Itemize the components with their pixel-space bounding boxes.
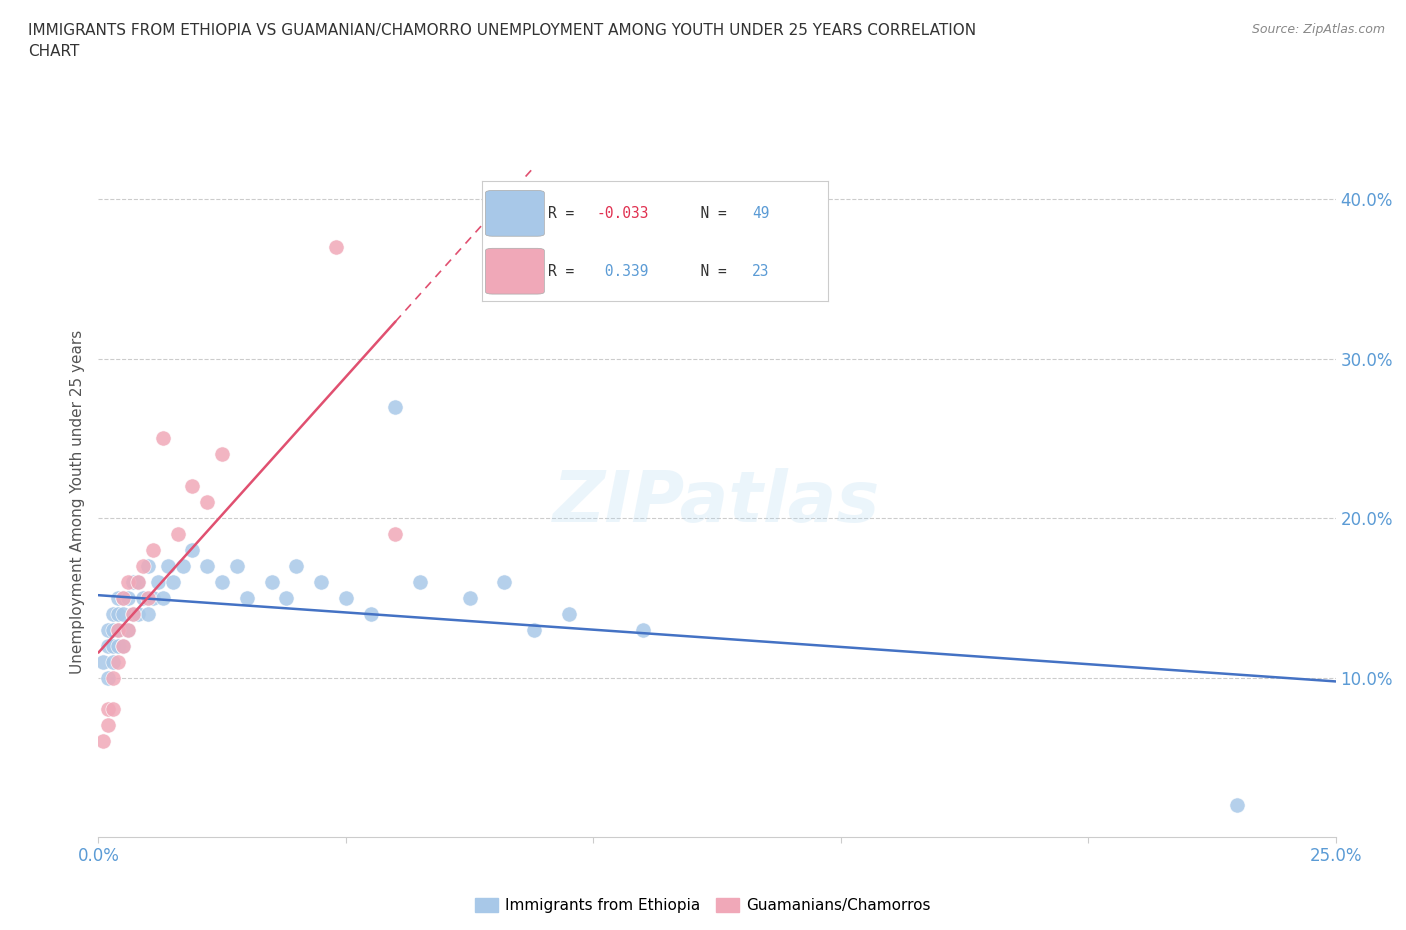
- Point: [122, 606, 145, 621]
- Text: ZIPatlas: ZIPatlas: [554, 468, 880, 537]
- Point: [146, 575, 169, 590]
- Point: [93, 654, 115, 669]
- Point: [107, 638, 129, 653]
- Point: [360, 606, 382, 621]
- Point: [112, 606, 135, 621]
- Point: [631, 622, 654, 637]
- Point: [117, 622, 139, 637]
- Point: [117, 622, 139, 637]
- Point: [211, 575, 233, 590]
- Point: [112, 638, 135, 653]
- Point: [117, 575, 139, 590]
- Point: [152, 431, 174, 445]
- Point: [325, 240, 347, 255]
- Point: [112, 638, 135, 653]
- Text: IMMIGRANTS FROM ETHIOPIA VS GUAMANIAN/CHAMORRO UNEMPLOYMENT AMONG YOUTH UNDER 25: IMMIGRANTS FROM ETHIOPIA VS GUAMANIAN/CH…: [28, 23, 976, 38]
- Point: [309, 575, 332, 590]
- Point: [557, 606, 579, 621]
- Point: [211, 447, 233, 462]
- Point: [97, 718, 120, 733]
- Point: [97, 622, 120, 637]
- Point: [260, 575, 283, 590]
- Point: [103, 671, 125, 685]
- Point: [181, 542, 204, 557]
- Point: [93, 734, 115, 749]
- Point: [103, 638, 125, 653]
- Point: [142, 542, 165, 557]
- Point: [107, 622, 129, 637]
- Point: [107, 591, 129, 605]
- Point: [195, 495, 218, 510]
- Point: [162, 575, 184, 590]
- Point: [122, 575, 145, 590]
- Point: [132, 559, 155, 574]
- Point: [127, 575, 149, 590]
- Point: [226, 559, 249, 574]
- Point: [103, 654, 125, 669]
- Point: [132, 591, 155, 605]
- Point: [97, 638, 120, 653]
- Point: [122, 606, 145, 621]
- Point: [107, 622, 129, 637]
- Point: [156, 559, 179, 574]
- Point: [285, 559, 308, 574]
- Legend: Immigrants from Ethiopia, Guamanians/Chamorros: Immigrants from Ethiopia, Guamanians/Cha…: [475, 898, 931, 913]
- Point: [142, 591, 165, 605]
- Point: [127, 575, 149, 590]
- Point: [409, 575, 432, 590]
- Point: [195, 559, 218, 574]
- Point: [117, 591, 139, 605]
- Point: [107, 654, 129, 669]
- Point: [136, 591, 159, 605]
- Point: [181, 479, 204, 494]
- Point: [335, 591, 357, 605]
- Point: [276, 591, 298, 605]
- Point: [166, 526, 188, 541]
- Point: [1226, 798, 1249, 813]
- Point: [136, 606, 159, 621]
- Point: [127, 606, 149, 621]
- Point: [112, 591, 135, 605]
- Point: [172, 559, 194, 574]
- Point: [136, 559, 159, 574]
- Point: [523, 622, 546, 637]
- Point: [152, 591, 174, 605]
- Text: CHART: CHART: [28, 44, 80, 59]
- Point: [384, 399, 406, 414]
- Text: Source: ZipAtlas.com: Source: ZipAtlas.com: [1251, 23, 1385, 36]
- Point: [458, 591, 481, 605]
- Point: [97, 671, 120, 685]
- Y-axis label: Unemployment Among Youth under 25 years: Unemployment Among Youth under 25 years: [69, 330, 84, 674]
- Point: [384, 526, 406, 541]
- Point: [112, 591, 135, 605]
- Point: [103, 606, 125, 621]
- Point: [107, 606, 129, 621]
- Point: [494, 575, 516, 590]
- Point: [103, 622, 125, 637]
- Point: [97, 702, 120, 717]
- Point: [103, 702, 125, 717]
- Point: [236, 591, 259, 605]
